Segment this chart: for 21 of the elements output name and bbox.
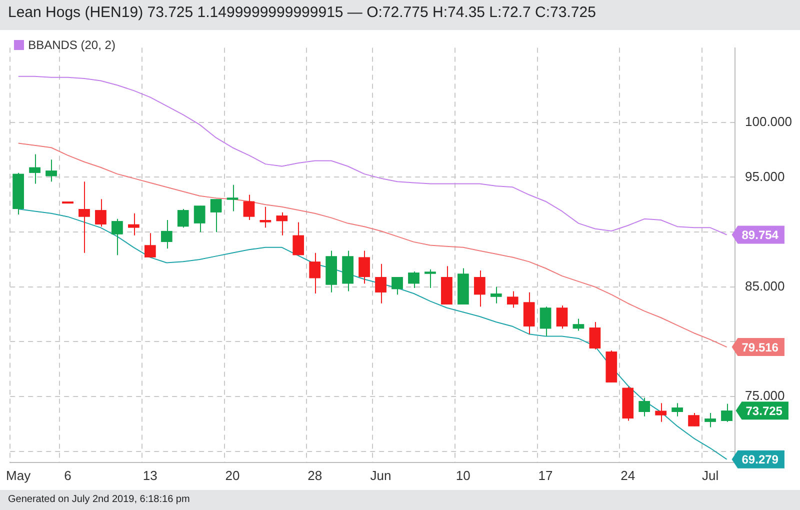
y-tick-label: 75.000 (745, 388, 785, 404)
text: Generated on July 2nd 2019, 6:18:16 pm (8, 494, 190, 505)
y-tick-label: 95.000 (745, 168, 785, 184)
x-tick-label: 6 (64, 468, 72, 483)
chart-title: Lean Hogs (HEN19) 73.725 1.1499999999999915 — O:72.775 H:74.35 L:72.7 C:73.725 (8, 4, 596, 21)
text: 73.725 (746, 404, 782, 418)
data-label: 69.279 (742, 452, 779, 467)
x-tick-label: May (6, 468, 32, 483)
y-tick-label: 85.000 (745, 278, 785, 294)
x-tick-label: 20 (225, 468, 240, 483)
x-tick-label: Jun (370, 468, 392, 483)
legend-label: BBANDS (20, 2) (27, 38, 116, 52)
data-label: 79.516 (742, 340, 779, 354)
x-tick-label: 13 (142, 468, 158, 483)
y-tick-label: 100.000 (745, 114, 792, 129)
x-tick-label: 10 (456, 468, 470, 483)
data-label: 89.754 (742, 228, 779, 242)
x-tick-label: 24 (620, 468, 636, 483)
x-tick-label: 28 (308, 468, 322, 483)
x-tick-label: Jul (702, 468, 719, 483)
x-tick-label: 17 (538, 468, 553, 483)
